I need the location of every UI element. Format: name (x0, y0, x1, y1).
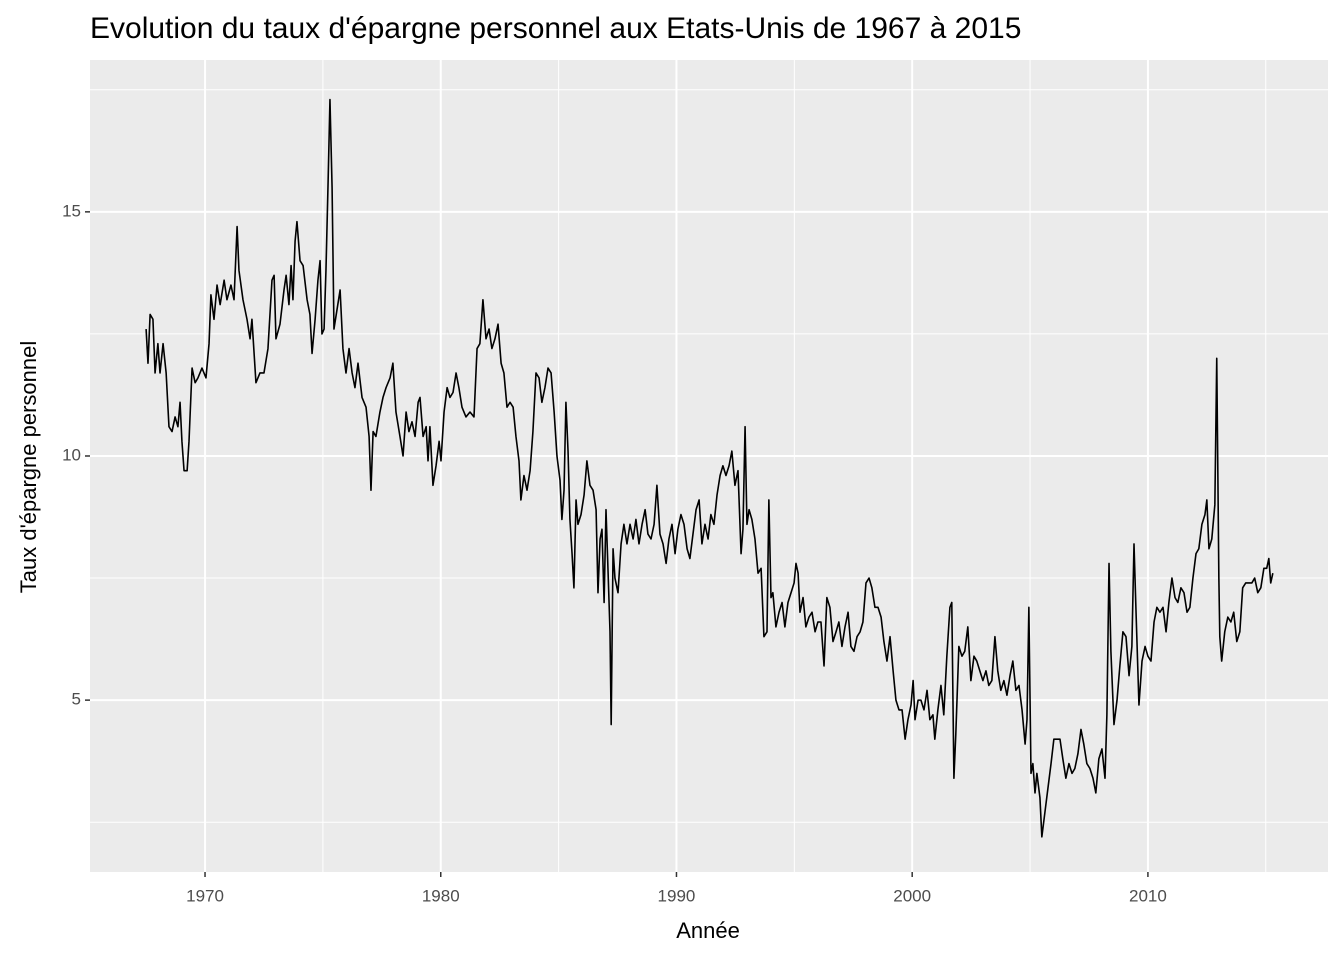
x-tick-label: 2010 (1129, 886, 1167, 905)
chart-title: Evolution du taux d'épargne personnel au… (90, 12, 1021, 45)
x-tick-label: 1970 (186, 886, 224, 905)
y-tick-label: 10 (62, 445, 81, 464)
x-tick-label: 1980 (422, 886, 460, 905)
plot-panel (90, 60, 1328, 872)
x-tick-label: 1990 (658, 886, 696, 905)
y-axis-label: Taux d'épargne personnel (16, 341, 41, 594)
y-tick-label: 15 (62, 201, 81, 220)
x-axis-label: Année (676, 918, 740, 943)
y-tick-label: 5 (72, 690, 81, 709)
data-line (145, 98, 1274, 838)
x-tick-label: 2000 (893, 886, 931, 905)
